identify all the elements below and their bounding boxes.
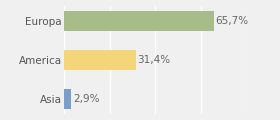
Text: 65,7%: 65,7%	[216, 16, 249, 26]
Text: 31,4%: 31,4%	[138, 55, 171, 65]
Bar	[64, 50, 136, 70]
Bar	[64, 89, 71, 109]
Bar	[64, 11, 214, 31]
Text: 2,9%: 2,9%	[73, 94, 99, 104]
